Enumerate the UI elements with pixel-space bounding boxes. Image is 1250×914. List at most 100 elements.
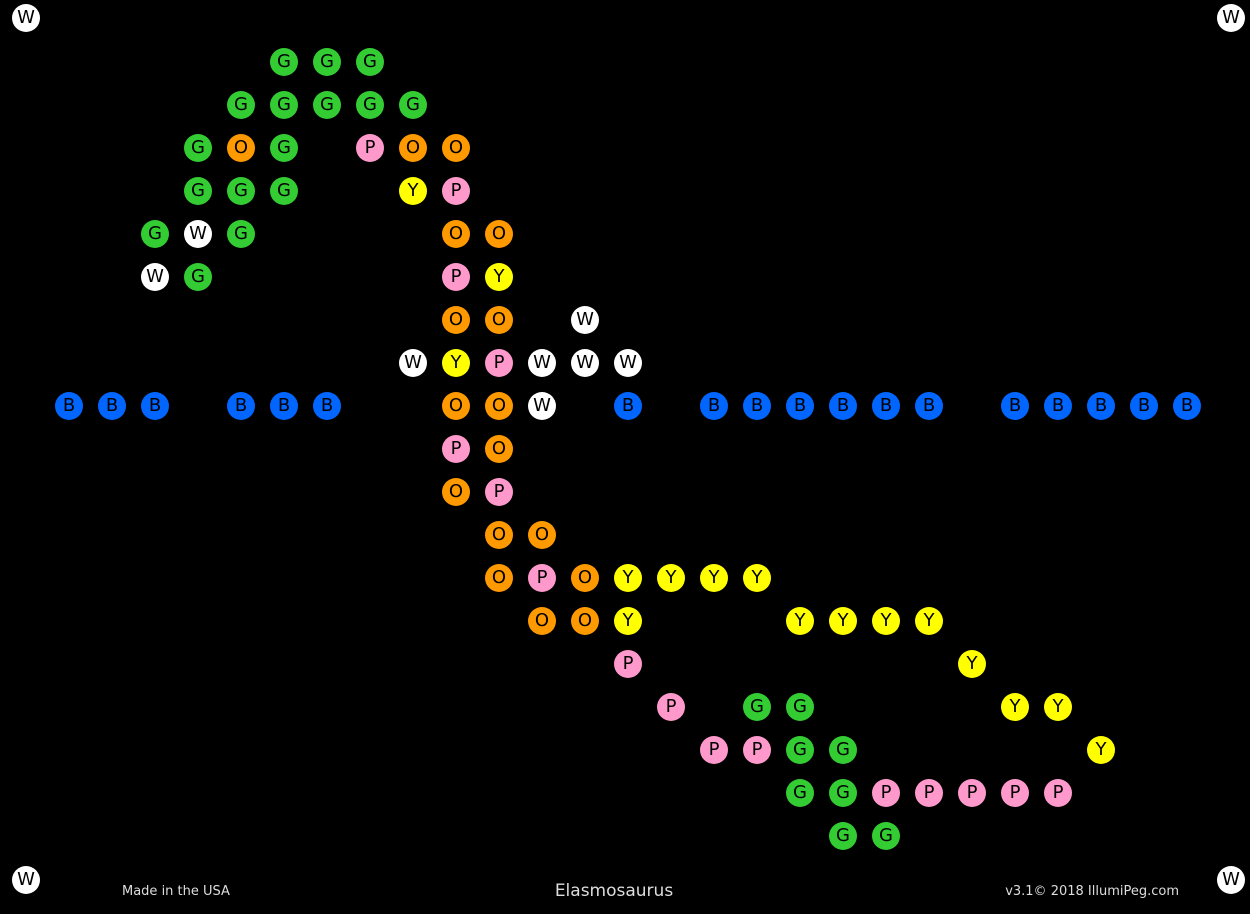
peg-p: P	[485, 349, 513, 377]
peg-o: O	[485, 435, 513, 463]
peg-b: B	[1044, 392, 1072, 420]
peg-y: Y	[872, 607, 900, 635]
peg-w: W	[528, 392, 556, 420]
peg-o: O	[485, 306, 513, 334]
peg-p: P	[528, 564, 556, 592]
peg-y: Y	[657, 564, 685, 592]
peg-o: O	[227, 134, 255, 162]
peg-p: P	[442, 263, 470, 291]
peg-p: P	[442, 177, 470, 205]
corner-peg: W	[12, 866, 40, 894]
peg-b: B	[98, 392, 126, 420]
peg-y: Y	[958, 650, 986, 678]
peg-y: Y	[1044, 693, 1072, 721]
peg-g: G	[786, 779, 814, 807]
peg-g: G	[356, 91, 384, 119]
peg-o: O	[442, 306, 470, 334]
peg-y: Y	[485, 263, 513, 291]
peg-o: O	[399, 134, 427, 162]
peg-y: Y	[829, 607, 857, 635]
peg-w: W	[399, 349, 427, 377]
peg-p: P	[915, 779, 943, 807]
peg-b: B	[872, 392, 900, 420]
peg-b: B	[1001, 392, 1029, 420]
peg-y: Y	[786, 607, 814, 635]
corner-peg: W	[1217, 4, 1245, 32]
peg-w: W	[141, 263, 169, 291]
peg-y: Y	[614, 607, 642, 635]
peg-b: B	[227, 392, 255, 420]
peg-p: P	[700, 736, 728, 764]
peg-o: O	[571, 607, 599, 635]
peg-p: P	[1001, 779, 1029, 807]
peg-o: O	[442, 478, 470, 506]
peg-g: G	[313, 48, 341, 76]
peg-p: P	[743, 736, 771, 764]
peg-b: B	[614, 392, 642, 420]
peg-p: P	[1044, 779, 1072, 807]
peg-g: G	[872, 822, 900, 850]
peg-g: G	[270, 91, 298, 119]
peg-o: O	[442, 134, 470, 162]
peg-g: G	[270, 134, 298, 162]
peg-g: G	[184, 134, 212, 162]
peg-g: G	[227, 220, 255, 248]
peg-b: B	[55, 392, 83, 420]
peg-b: B	[829, 392, 857, 420]
copyright-label: v3.1© 2018 IllumiPeg.com	[1005, 884, 1179, 899]
peg-g: G	[743, 693, 771, 721]
peg-o: O	[528, 607, 556, 635]
peg-p: P	[872, 779, 900, 807]
peg-p: P	[356, 134, 384, 162]
peg-y: Y	[614, 564, 642, 592]
peg-b: B	[743, 392, 771, 420]
peg-g: G	[184, 177, 212, 205]
peg-y: Y	[1087, 736, 1115, 764]
peg-y: Y	[915, 607, 943, 635]
peg-o: O	[485, 392, 513, 420]
peg-y: Y	[743, 564, 771, 592]
peg-y: Y	[442, 349, 470, 377]
peg-b: B	[1130, 392, 1158, 420]
peg-b: B	[1173, 392, 1201, 420]
peg-w: W	[528, 349, 556, 377]
peg-p: P	[657, 693, 685, 721]
peg-w: W	[571, 349, 599, 377]
peg-b: B	[313, 392, 341, 420]
peg-b: B	[1087, 392, 1115, 420]
peg-g: G	[227, 177, 255, 205]
peg-b: B	[915, 392, 943, 420]
peg-o: O	[442, 220, 470, 248]
peg-o: O	[485, 564, 513, 592]
peg-g: G	[356, 48, 384, 76]
peg-p: P	[485, 478, 513, 506]
peg-y: Y	[399, 177, 427, 205]
peg-b: B	[270, 392, 298, 420]
peg-g: G	[313, 91, 341, 119]
peg-g: G	[829, 822, 857, 850]
made-in-usa-label: Made in the USA	[122, 884, 230, 899]
peg-o: O	[571, 564, 599, 592]
peg-g: G	[786, 693, 814, 721]
peg-b: B	[786, 392, 814, 420]
peg-o: O	[485, 521, 513, 549]
peg-g: G	[270, 177, 298, 205]
peg-b: B	[141, 392, 169, 420]
peg-g: G	[399, 91, 427, 119]
peg-g: G	[270, 48, 298, 76]
peg-o: O	[442, 392, 470, 420]
peg-g: G	[829, 779, 857, 807]
peg-y: Y	[700, 564, 728, 592]
peg-p: P	[442, 435, 470, 463]
corner-peg: W	[1217, 866, 1245, 894]
peg-w: W	[614, 349, 642, 377]
peg-w: W	[184, 220, 212, 248]
peg-y: Y	[1001, 693, 1029, 721]
pattern-title: Elasmosaurus	[554, 881, 674, 901]
peg-b: B	[700, 392, 728, 420]
peg-o: O	[485, 220, 513, 248]
peg-p: P	[614, 650, 642, 678]
peg-g: G	[141, 220, 169, 248]
corner-peg: W	[12, 4, 40, 32]
